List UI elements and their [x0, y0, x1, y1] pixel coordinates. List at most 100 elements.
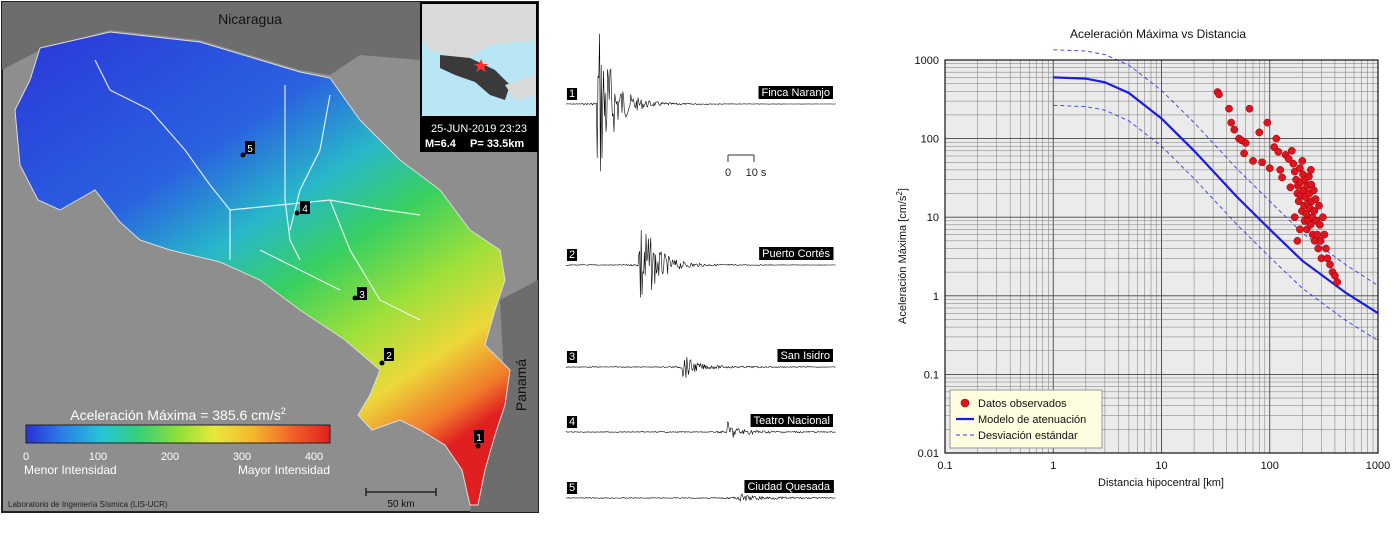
observed-point [1245, 104, 1254, 113]
inset-depth: P= 33.5km [470, 138, 524, 150]
observed-point [1284, 155, 1293, 163]
trace-number: 1 [569, 88, 575, 100]
colorbar-tick-0: 0 [23, 451, 29, 463]
observed-point [1319, 213, 1327, 222]
trace-number-box [566, 88, 578, 100]
pga-chart-panel: Aceleración Máxima vs Distancia 0.1 1 10 10… [860, 0, 1396, 528]
intensity-map: 25-JUN-2019 23:23 M=6.4 P= 33.5km Nicara… [1, 1, 539, 513]
legend-label-model: Modelo de atenuación [978, 414, 1086, 426]
inset-magnitude: M=6.4 [425, 138, 457, 150]
y-tick-label: 1000 [915, 55, 939, 67]
observed-point [1278, 173, 1286, 182]
observed-point [1249, 157, 1257, 165]
observed-point [1286, 183, 1295, 192]
legend-label-observed: Datos observados [978, 398, 1067, 410]
observed-point [1296, 164, 1304, 173]
observed-point [1296, 225, 1304, 234]
trace-number: 4 [569, 416, 575, 428]
observed-point [1258, 158, 1266, 167]
trace-number-box [566, 416, 578, 428]
observed-point [1309, 186, 1318, 195]
time-scale-zero: 0 [725, 167, 731, 179]
seismogram-trace [565, 493, 836, 503]
colorbar-tick-100: 100 [89, 451, 107, 463]
observed-point [1255, 128, 1264, 137]
station-marker-5: 5 [247, 144, 253, 155]
observed-point [1276, 166, 1285, 174]
epicenter-star-icon [474, 59, 488, 72]
scale-bar: 50 km [365, 488, 437, 510]
station-marker-2: 2 [386, 351, 392, 362]
station-marker-4: 4 [302, 204, 308, 215]
station-dot-3 [352, 295, 358, 301]
seismograms-panel: 0 10 s 1 Finca Naranjo 2 Puerto Cortés 3 San … [560, 0, 840, 514]
observed-point [1215, 90, 1223, 99]
station-marker-1: 1 [476, 433, 482, 444]
y-tick-label: 1 [933, 291, 939, 303]
label-panama: Panamá [513, 359, 529, 411]
trace-label-box [759, 247, 834, 260]
y-tick-label: 100 [921, 134, 939, 146]
trace-number: 3 [569, 351, 575, 363]
observed-point [1320, 230, 1329, 239]
observed-points [1213, 88, 1342, 286]
inset-costa-rica [440, 55, 510, 100]
colorbar-tick-400: 400 [305, 451, 323, 463]
observed-point [1314, 244, 1323, 253]
observed-point [1225, 104, 1233, 113]
province-borders [94, 59, 421, 321]
label-nicaragua: Nicaragua [218, 11, 282, 27]
series-line-model [1053, 76, 1379, 315]
trace-label-box [758, 86, 833, 99]
x-tick-label: 0.1 [937, 460, 952, 472]
station-label-box-5 [245, 141, 255, 154]
intensity-map-panel: 25-JUN-2019 23:23 M=6.4 P= 33.5km Nicara… [0, 0, 540, 514]
x-tick-label: 1 [1050, 460, 1056, 472]
plot-frame [944, 59, 1379, 454]
observed-point [1311, 195, 1320, 203]
trace-label-box [744, 480, 834, 493]
x-tick-label: 10 [1155, 460, 1167, 472]
trace-label: Ciudad Quesada [747, 481, 830, 493]
observed-point [1322, 244, 1330, 253]
seismogram-trace [565, 229, 836, 298]
observed-point [1274, 147, 1283, 156]
colorbar-tick-300: 300 [233, 451, 251, 463]
observed-point [1307, 166, 1315, 174]
station-dot-4 [294, 210, 300, 216]
station-label-box-4 [300, 201, 310, 214]
y-tick-label: 10 [927, 212, 939, 224]
legend-label-deviation: Desviación estándar [978, 430, 1078, 442]
time-scale-ten: 10 s [746, 167, 767, 179]
colorbar: Aceleración Máxima = 385.6 cm/s2 0 100 2… [23, 406, 331, 477]
station-label-box-2 [384, 348, 394, 361]
trace-number-box [566, 482, 578, 494]
series-line-deviation-lower [1053, 104, 1379, 341]
x-tick-labels: 0.1 1 10 100 1000 [937, 460, 1390, 472]
nicaragua-land [2, 2, 420, 75]
station-label-box-1 [474, 430, 484, 443]
trace-number: 2 [569, 249, 575, 261]
x-tick-label: 100 [1261, 460, 1279, 472]
colorbar-tick-200: 200 [161, 451, 179, 463]
observed-point [1293, 237, 1302, 245]
station-label-box-3 [357, 287, 367, 300]
y-tick-label: 0.1 [924, 369, 939, 381]
station-dot-5 [240, 152, 246, 158]
trace-label-box [750, 414, 833, 427]
seismogram-trace [565, 421, 836, 438]
observed-point [1290, 213, 1299, 222]
observed-point [1305, 172, 1313, 181]
trace-label: Teatro Nacional [754, 415, 830, 427]
x-axis-label: Distancia hipocentral [km] [1098, 477, 1224, 489]
colorbar-max-label: Mayor Intensidad [238, 463, 330, 477]
location-inset: 25-JUN-2019 23:23 M=6.4 P= 33.5km [420, 2, 538, 152]
observed-point [1298, 157, 1307, 165]
trace-label: San Isidro [780, 350, 830, 362]
observed-point [1230, 125, 1239, 134]
observed-point [1289, 159, 1298, 168]
legend-box [949, 389, 1103, 449]
observed-point [1287, 146, 1296, 155]
observed-point [1306, 220, 1315, 229]
observed-point [1313, 230, 1322, 239]
